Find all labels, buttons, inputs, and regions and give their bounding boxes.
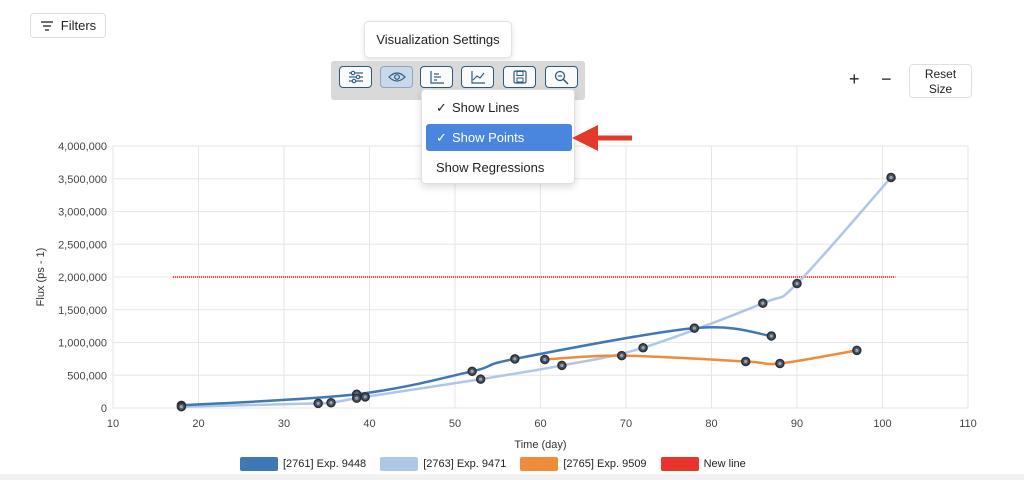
save-button[interactable] xyxy=(503,66,536,88)
chart-toolbar xyxy=(331,61,585,100)
x-tick-label: 70 xyxy=(620,418,632,430)
legend-item[interactable]: [2763] Exp. 9471 xyxy=(380,457,506,471)
data-point-center xyxy=(855,348,859,352)
data-point-center xyxy=(543,357,547,362)
y-axis-label: Flux (ps - 1) xyxy=(35,248,47,307)
y-tick-label: 0 xyxy=(101,403,107,415)
data-point-center xyxy=(778,361,782,366)
menu-item-show-lines[interactable]: ✓ Show Lines xyxy=(426,94,572,121)
x-tick-label: 40 xyxy=(363,418,375,430)
legend-item[interactable]: [2765] Exp. 9509 xyxy=(520,457,647,471)
legend-swatch xyxy=(240,457,278,471)
data-point-center xyxy=(744,359,748,364)
line-chart-icon xyxy=(470,71,485,84)
display-options-button[interactable] xyxy=(420,66,453,88)
data-point-center xyxy=(179,405,183,409)
zoom-out-icon xyxy=(554,70,569,85)
legend-label: New line xyxy=(703,458,746,470)
settings-button[interactable] xyxy=(339,66,372,88)
y-tick-label: 500,000 xyxy=(67,370,107,382)
legend-swatch xyxy=(380,457,419,471)
y-tick-label: 2,500,000 xyxy=(58,239,107,251)
bar-axis-icon xyxy=(429,71,444,84)
zoom-in-button[interactable]: + xyxy=(849,69,860,89)
menu-item-show-regressions[interactable]: Show Regressions xyxy=(426,154,572,181)
data-point-center xyxy=(692,326,697,330)
x-tick-label: 10 xyxy=(107,418,119,430)
x-tick-label: 60 xyxy=(534,418,546,430)
legend-label: [2765] Exp. 9509 xyxy=(563,458,647,470)
data-point-center xyxy=(329,401,333,405)
data-point-center xyxy=(641,346,645,350)
legend-swatch xyxy=(520,457,559,471)
y-tick-label: 1,500,000 xyxy=(58,305,107,317)
x-tick-label: 110 xyxy=(959,418,977,430)
size-label: Size xyxy=(928,82,953,96)
check-icon: ✓ xyxy=(436,100,447,115)
data-point-center xyxy=(560,363,564,368)
data-point-center xyxy=(889,175,893,180)
data-point-center xyxy=(769,334,773,338)
annotation-arrow-icon xyxy=(572,125,632,151)
legend-label: [2761] Exp. 9448 xyxy=(283,458,367,470)
data-point-center xyxy=(363,395,367,399)
check-icon: ✓ xyxy=(436,130,447,145)
reset-size-button[interactable]: Reset Size xyxy=(909,64,972,98)
reset-label: Reset xyxy=(924,67,957,81)
menu-item-label: Show Regressions xyxy=(436,160,545,175)
legend-item[interactable]: [2761] Exp. 9448 xyxy=(240,457,366,471)
sliders-icon xyxy=(348,70,363,84)
y-tick-label: 3,000,000 xyxy=(58,207,107,219)
y-tick-label: 4,000,000 xyxy=(58,141,107,153)
y-tick-label: 3,500,000 xyxy=(58,174,107,186)
x-tick-label: 90 xyxy=(791,418,803,430)
data-point-center xyxy=(470,369,474,373)
visibility-button[interactable] xyxy=(380,66,413,88)
filters-button[interactable]: Filters xyxy=(30,13,106,38)
filter-icon xyxy=(40,20,53,31)
x-tick-label: 30 xyxy=(278,418,290,430)
y-tick-label: 1,000,000 xyxy=(58,338,107,350)
save-icon xyxy=(512,70,527,84)
x-tick-label: 50 xyxy=(449,418,461,430)
zoom-out-button[interactable] xyxy=(545,66,578,88)
x-tick-label: 80 xyxy=(705,418,717,430)
menu-item-label: Show Points xyxy=(452,130,525,145)
x-axis-label: Time (day) xyxy=(514,439,566,451)
display-options-menu: ✓ Show Lines ✓ Show Points Show Regression… xyxy=(421,89,575,184)
visualization-settings-tooltip: Visualization Settings xyxy=(364,21,512,58)
data-point-center xyxy=(316,401,320,406)
line-chart-button[interactable] xyxy=(461,66,494,88)
eye-icon xyxy=(387,72,406,82)
tooltip-text: Visualization Settings xyxy=(376,32,500,47)
menu-item-show-points[interactable]: ✓ Show Points xyxy=(426,124,572,151)
data-point-center xyxy=(761,301,765,305)
x-tick-label: 100 xyxy=(873,418,891,430)
data-point-center xyxy=(795,281,799,286)
legend-label: [2763] Exp. 9471 xyxy=(423,458,507,470)
series-line xyxy=(544,349,858,366)
filters-label: Filters xyxy=(60,18,97,33)
y-tick-label: 2,000,000 xyxy=(58,272,107,284)
legend-item[interactable]: New line xyxy=(660,457,746,471)
x-tick-label: 20 xyxy=(192,418,204,430)
data-point-center xyxy=(479,377,483,381)
data-point-center xyxy=(620,354,624,358)
menu-item-label: Show Lines xyxy=(452,100,520,115)
chart-legend: [2761] Exp. 9448 [2763] Exp. 9471 [2765]… xyxy=(240,456,760,472)
bottom-strip xyxy=(0,474,1024,480)
data-point-center xyxy=(355,396,359,400)
zoom-out-control[interactable]: − xyxy=(881,69,892,89)
legend-swatch xyxy=(660,457,699,471)
data-point-center xyxy=(513,357,517,361)
